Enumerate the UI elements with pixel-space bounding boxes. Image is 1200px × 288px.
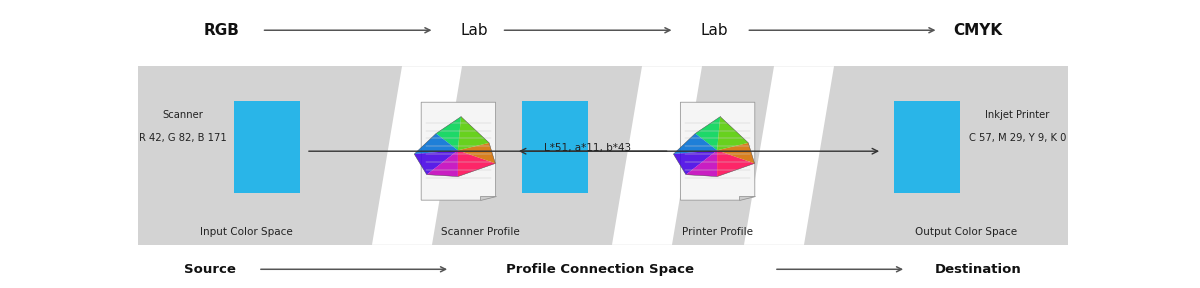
Polygon shape <box>739 196 755 200</box>
Polygon shape <box>458 143 496 164</box>
Text: Destination: Destination <box>935 263 1021 276</box>
Polygon shape <box>612 66 702 245</box>
Text: RGB: RGB <box>204 23 240 38</box>
Text: Inkjet Printer: Inkjet Printer <box>985 110 1050 120</box>
Bar <box>138 66 1068 245</box>
Polygon shape <box>480 196 496 200</box>
Polygon shape <box>436 117 461 150</box>
Polygon shape <box>421 102 496 200</box>
Polygon shape <box>718 143 755 164</box>
Text: Scanner Profile: Scanner Profile <box>440 227 520 237</box>
Text: C 57, M 29, Y 9, K 0: C 57, M 29, Y 9, K 0 <box>968 133 1067 143</box>
Polygon shape <box>458 117 490 150</box>
Polygon shape <box>744 66 834 245</box>
Polygon shape <box>414 134 458 154</box>
Text: CMYK: CMYK <box>954 23 1002 38</box>
Polygon shape <box>414 150 458 175</box>
Bar <box>522 101 588 193</box>
Polygon shape <box>718 117 749 150</box>
Text: L*51, a*11, b*43: L*51, a*11, b*43 <box>545 143 631 153</box>
Polygon shape <box>686 150 718 177</box>
Polygon shape <box>718 150 755 177</box>
Text: Profile Connection Space: Profile Connection Space <box>506 263 694 276</box>
Text: Lab: Lab <box>460 23 488 38</box>
Polygon shape <box>673 134 718 154</box>
Text: Lab: Lab <box>700 23 728 38</box>
Text: R 42, G 82, B 171: R 42, G 82, B 171 <box>138 133 227 143</box>
Text: Output Color Space: Output Color Space <box>914 227 1018 237</box>
Polygon shape <box>695 117 720 150</box>
Polygon shape <box>427 150 458 177</box>
Polygon shape <box>458 150 496 177</box>
Text: Scanner: Scanner <box>162 110 203 120</box>
Polygon shape <box>680 102 755 200</box>
Polygon shape <box>372 66 462 245</box>
Text: Source: Source <box>184 263 236 276</box>
Text: Input Color Space: Input Color Space <box>199 227 293 237</box>
Text: Printer Profile: Printer Profile <box>682 227 754 237</box>
Bar <box>894 101 960 193</box>
Polygon shape <box>673 150 718 175</box>
Bar <box>234 101 300 193</box>
